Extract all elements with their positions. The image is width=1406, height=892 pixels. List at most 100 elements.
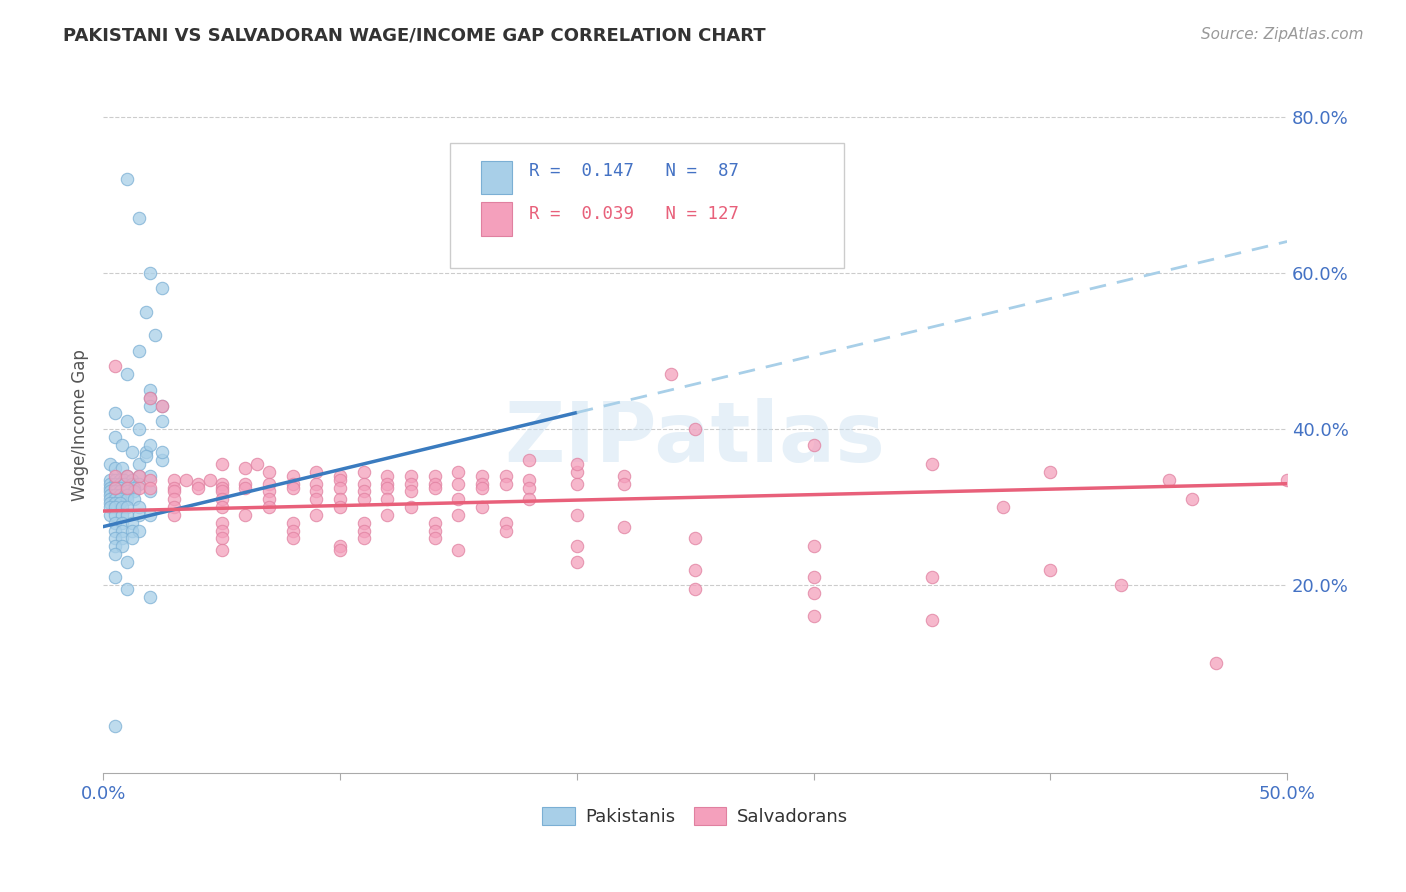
Point	[139, 391, 162, 405]
Point	[98, 457, 121, 471]
Point	[683, 532, 706, 546]
Point	[187, 476, 209, 491]
Point	[375, 468, 398, 483]
Point	[150, 453, 173, 467]
Point	[111, 508, 134, 522]
Point	[98, 473, 121, 487]
Point	[495, 516, 517, 530]
Point	[803, 609, 825, 624]
Point	[447, 543, 470, 558]
Text: PAKISTANI VS SALVADORAN WAGE/INCOME GAP CORRELATION CHART: PAKISTANI VS SALVADORAN WAGE/INCOME GAP …	[63, 27, 766, 45]
Text: R =  0.039   N = 127: R = 0.039 N = 127	[529, 205, 738, 223]
Point	[353, 524, 375, 538]
Point	[329, 539, 352, 553]
Point	[471, 481, 494, 495]
Point	[423, 476, 446, 491]
Point	[111, 539, 134, 553]
Y-axis label: Wage/Income Gap: Wage/Income Gap	[72, 349, 89, 501]
Point	[122, 492, 145, 507]
Point	[115, 481, 138, 495]
Point	[108, 496, 131, 510]
Point	[375, 492, 398, 507]
Point	[1111, 578, 1133, 592]
Point	[104, 547, 127, 561]
Point	[104, 359, 127, 374]
Point	[139, 399, 162, 413]
Point	[187, 481, 209, 495]
Point	[122, 481, 145, 495]
Point	[115, 492, 138, 507]
Point	[135, 450, 157, 464]
Point	[565, 555, 588, 569]
Point	[104, 476, 127, 491]
Point	[683, 582, 706, 596]
Point	[128, 422, 150, 436]
Point	[353, 465, 375, 479]
Point	[150, 399, 173, 413]
Point	[104, 516, 127, 530]
Point	[104, 492, 127, 507]
Point	[98, 481, 121, 495]
Point	[447, 476, 470, 491]
Point	[115, 481, 138, 495]
Point	[375, 508, 398, 522]
Point	[613, 519, 636, 533]
Point	[104, 461, 127, 475]
Point	[139, 481, 162, 495]
Point	[115, 488, 138, 502]
Point	[447, 492, 470, 507]
Point	[139, 484, 162, 499]
Point	[803, 586, 825, 600]
Point	[128, 481, 150, 495]
Point	[150, 445, 173, 459]
Point	[104, 430, 127, 444]
Point	[375, 481, 398, 495]
Point	[565, 539, 588, 553]
Point	[305, 492, 328, 507]
Point	[281, 468, 304, 483]
Point	[128, 468, 150, 483]
Point	[98, 492, 121, 507]
Point	[150, 414, 173, 428]
Point	[139, 383, 162, 397]
Point	[329, 492, 352, 507]
Point	[375, 476, 398, 491]
Point	[233, 461, 256, 475]
Point	[98, 496, 121, 510]
Text: ZIPatlas: ZIPatlas	[505, 399, 886, 480]
Point	[139, 437, 162, 451]
Point	[1157, 473, 1180, 487]
Point	[353, 484, 375, 499]
Point	[281, 476, 304, 491]
Point	[423, 532, 446, 546]
Point	[211, 481, 233, 495]
Point	[423, 524, 446, 538]
Point	[803, 570, 825, 584]
Point	[257, 500, 280, 515]
Point	[565, 476, 588, 491]
Point	[128, 476, 150, 491]
Point	[495, 476, 517, 491]
Point	[128, 468, 150, 483]
Point	[257, 484, 280, 499]
Point	[115, 582, 138, 596]
Point	[257, 492, 280, 507]
Point	[991, 500, 1014, 515]
Point	[281, 524, 304, 538]
Point	[115, 368, 138, 382]
Point	[399, 500, 422, 515]
Point	[115, 172, 138, 186]
Point	[104, 532, 127, 546]
Point	[111, 524, 134, 538]
Point	[447, 465, 470, 479]
Point	[111, 461, 134, 475]
Point	[211, 532, 233, 546]
Point	[495, 468, 517, 483]
Point	[353, 476, 375, 491]
Point	[517, 492, 540, 507]
Point	[281, 532, 304, 546]
Point	[353, 532, 375, 546]
Point	[98, 508, 121, 522]
Point	[128, 508, 150, 522]
Point	[211, 492, 233, 507]
